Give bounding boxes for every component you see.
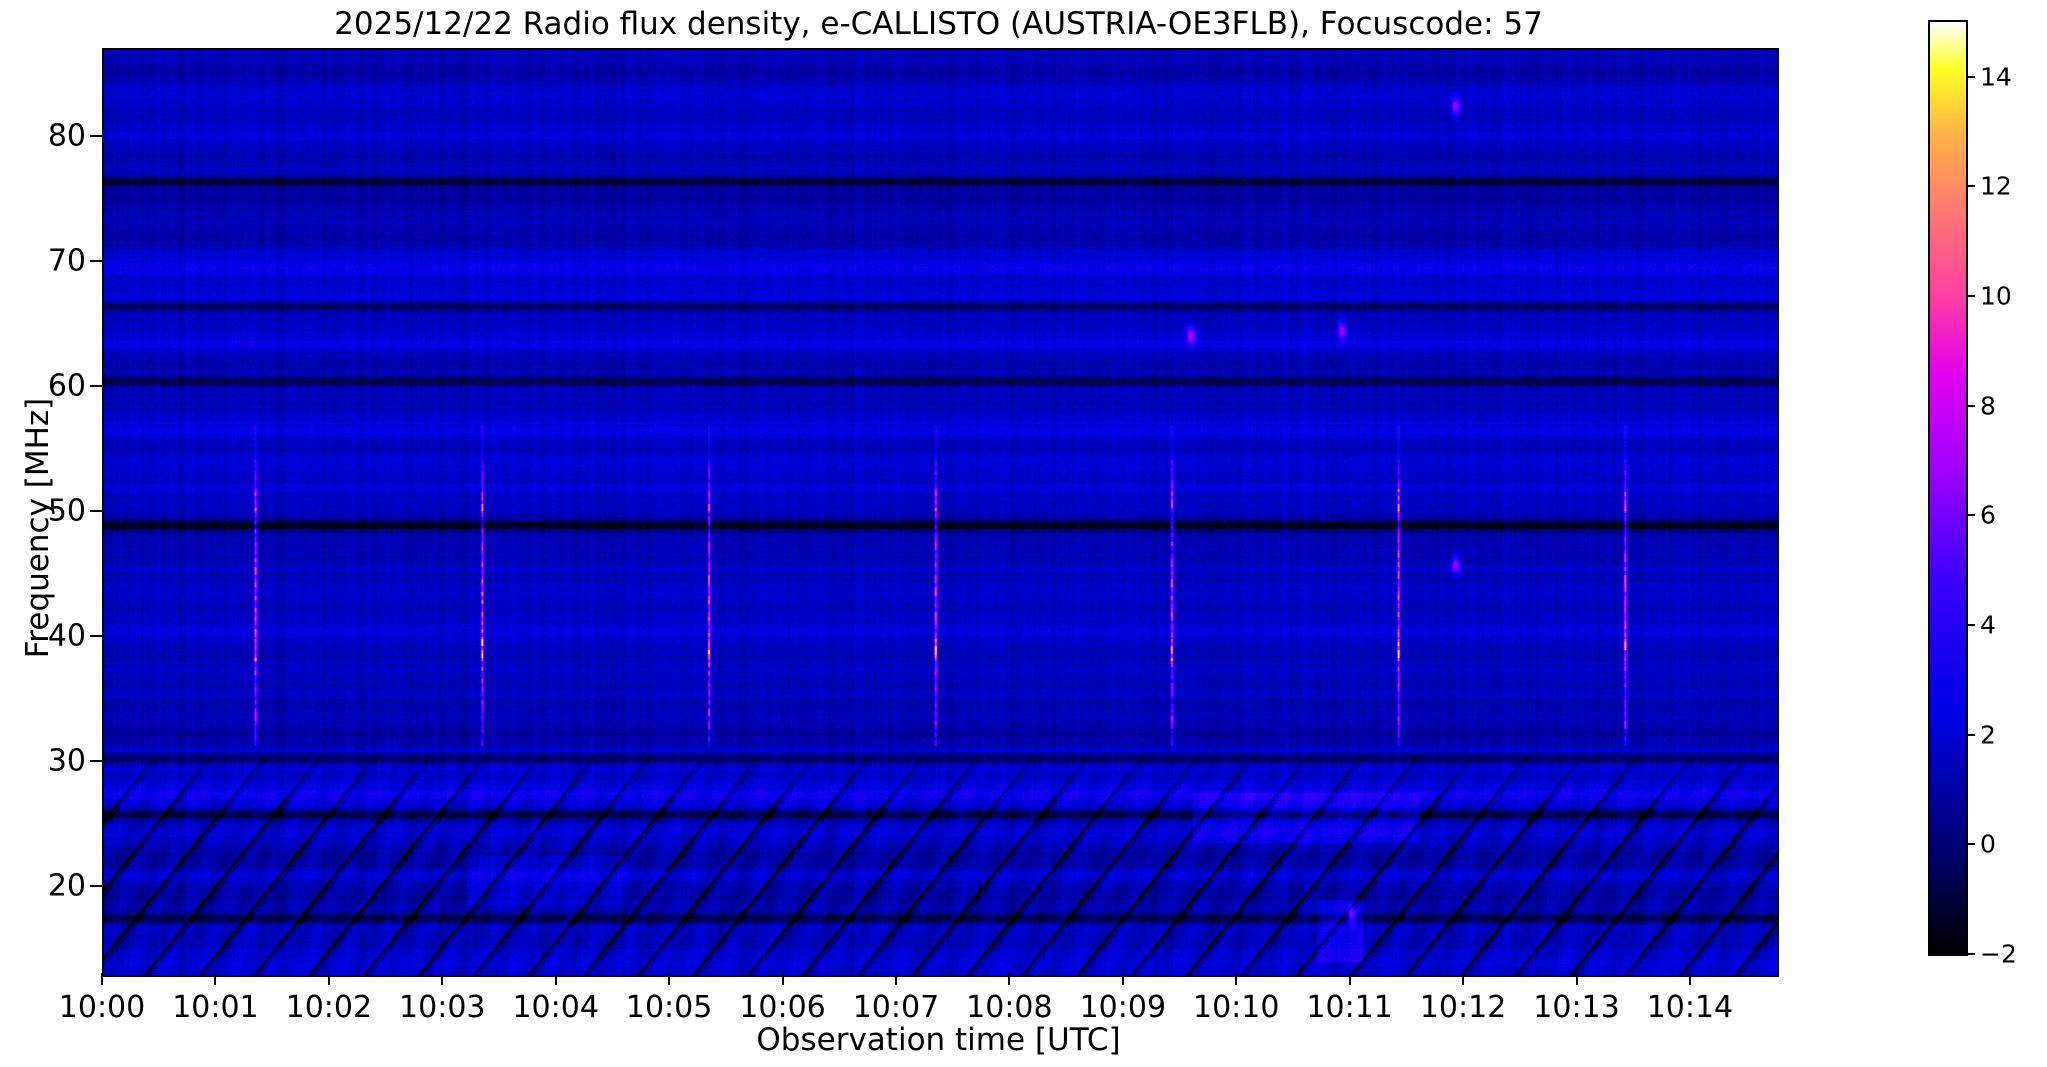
colorbar-tick-label: −2 bbox=[1980, 939, 2017, 969]
colorbar-tick-label: 0 bbox=[1980, 829, 1996, 859]
page-title: 2025/12/22 Radio flux density, e-CALLIST… bbox=[334, 6, 1543, 42]
x-tick-mark bbox=[214, 973, 217, 985]
x-tick-label: 10:02 bbox=[285, 990, 373, 1025]
spectrogram-image bbox=[104, 50, 1777, 975]
colorbar-tick-mark bbox=[1966, 185, 1975, 188]
x-tick-mark bbox=[554, 973, 557, 985]
x-tick-label: 10:07 bbox=[852, 990, 940, 1025]
x-axis-label: Observation time [UTC] bbox=[756, 1022, 1121, 1058]
colorbar-tick-mark bbox=[1966, 404, 1975, 407]
x-tick-mark bbox=[441, 973, 444, 985]
colorbar-tick-label: 12 bbox=[1980, 171, 2012, 201]
y-tick-mark bbox=[90, 259, 102, 262]
y-tick-label: 70 bbox=[47, 243, 86, 278]
y-tick-mark bbox=[90, 384, 102, 387]
x-tick-mark bbox=[1008, 973, 1011, 985]
x-tick-label: 10:14 bbox=[1646, 990, 1734, 1025]
colorbar-tick-mark bbox=[1966, 514, 1975, 517]
y-tick-mark bbox=[90, 134, 102, 137]
x-tick-label: 10:04 bbox=[512, 990, 599, 1025]
colorbar-tick-mark bbox=[1966, 624, 1975, 627]
x-tick-label: 10:12 bbox=[1419, 990, 1507, 1025]
x-tick-mark bbox=[1462, 973, 1465, 985]
colorbar-tick-label: 4 bbox=[1980, 610, 1996, 640]
colorbar-gradient bbox=[1930, 22, 1966, 954]
x-tick-mark bbox=[894, 973, 897, 985]
x-tick-mark bbox=[781, 973, 784, 985]
colorbar-tick-mark bbox=[1966, 953, 1975, 955]
x-tick-label: 10:05 bbox=[625, 990, 713, 1025]
y-tick-mark bbox=[90, 759, 102, 762]
colorbar-tick-mark bbox=[1966, 295, 1975, 298]
x-tick-mark bbox=[1235, 973, 1238, 985]
x-tick-mark bbox=[668, 973, 671, 985]
colorbar-tick-label: 8 bbox=[1980, 391, 1996, 421]
colorbar-tick-label: 6 bbox=[1980, 500, 1996, 530]
colorbar[interactable] bbox=[1928, 20, 1968, 956]
x-tick-label: 10:08 bbox=[966, 990, 1053, 1025]
x-tick-mark bbox=[101, 973, 103, 985]
x-tick-label: 10:03 bbox=[399, 990, 486, 1025]
y-tick-mark bbox=[90, 634, 102, 637]
colorbar-tick-label: 14 bbox=[1980, 62, 2012, 92]
x-tick-label: 10:10 bbox=[1193, 990, 1280, 1025]
x-tick-mark bbox=[1575, 973, 1578, 985]
colorbar-tick-mark bbox=[1966, 733, 1975, 736]
y-tick-label: 40 bbox=[47, 618, 86, 653]
y-tick-label: 80 bbox=[47, 118, 86, 153]
y-tick-label: 20 bbox=[47, 868, 86, 903]
x-tick-mark bbox=[1121, 973, 1124, 985]
colorbar-tick-mark bbox=[1966, 843, 1975, 846]
spectrogram-axes[interactable] bbox=[102, 48, 1779, 977]
y-tick-mark bbox=[90, 884, 102, 887]
x-tick-mark bbox=[1688, 973, 1691, 985]
y-tick-label: 30 bbox=[47, 743, 86, 778]
x-tick-label: 10:13 bbox=[1533, 990, 1620, 1025]
x-tick-mark bbox=[327, 973, 330, 985]
colorbar-tick-label: 2 bbox=[1980, 720, 1996, 750]
colorbar-tick-mark bbox=[1966, 75, 1975, 78]
colorbar-tick-label: 10 bbox=[1980, 281, 2012, 311]
x-tick-label: 10:06 bbox=[739, 990, 826, 1025]
y-tick-mark bbox=[90, 509, 102, 512]
x-tick-label: 10:00 bbox=[58, 990, 146, 1025]
x-tick-label: 10:01 bbox=[172, 990, 259, 1025]
y-tick-label: 60 bbox=[47, 368, 86, 403]
x-tick-label: 10:09 bbox=[1079, 990, 1167, 1025]
x-tick-mark bbox=[1348, 973, 1351, 985]
y-tick-label: 50 bbox=[47, 493, 86, 528]
x-tick-label: 10:11 bbox=[1306, 990, 1393, 1025]
